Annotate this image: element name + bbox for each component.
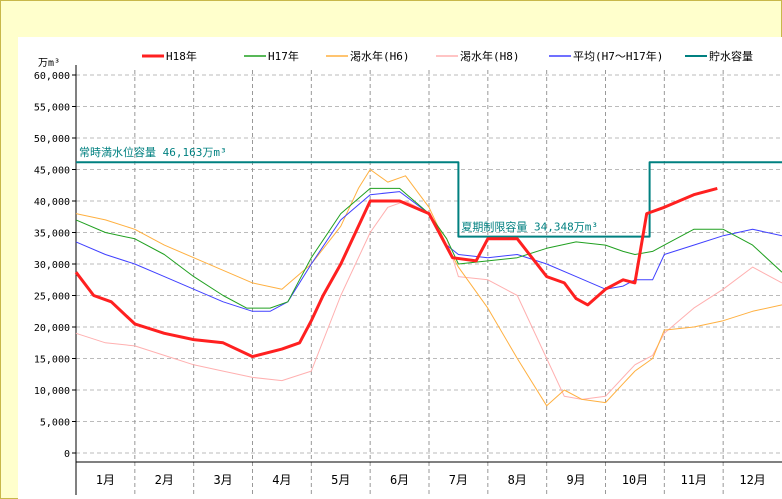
y-tick-label: 35,000	[34, 229, 70, 240]
y-axis-ticks: 0 5,000 10,000 15,000 20,000 25,000 30,000 35,0…	[34, 71, 76, 460]
month-label: 8月	[508, 473, 527, 487]
month-label: 1月	[96, 473, 115, 487]
legend: H18年 H17年 渇水年(H6) 渇水年(H8) 平均(H7～H17年) 貯水容量	[142, 49, 753, 63]
y-tick-label: 5,000	[40, 418, 70, 429]
month-label: 5月	[331, 473, 350, 487]
series-line-3	[75, 200, 782, 400]
series-line-0	[74, 186, 718, 359]
y-tick-label: 25,000	[34, 292, 70, 303]
annotations: 常時満水位容量 46,163万m³ 夏期制限容量 34,348万m³	[79, 145, 598, 233]
grid-lines	[75, 65, 782, 495]
y-tick-label: 20,000	[34, 323, 70, 334]
annotation-label: 夏期制限容量 34,348万m³	[461, 220, 598, 234]
legend-label: 渇水年(H8)	[460, 49, 520, 63]
month-label: 12月	[739, 473, 765, 487]
y-tick-label: 50,000	[34, 134, 70, 145]
month-label: 2月	[155, 473, 174, 487]
legend-label: 貯水容量	[709, 49, 753, 63]
month-label: 4月	[272, 473, 291, 487]
month-label: 9月	[566, 473, 585, 487]
series-line-5	[76, 161, 782, 238]
month-label: 7月	[449, 473, 468, 487]
month-axis: 1月 2月 3月 4月 5月 6月 7月 8月 9月 10月 11月 12月	[96, 473, 766, 487]
legend-label: 平均(H7～H17年)	[573, 49, 663, 63]
series-line-4	[75, 191, 782, 312]
legend-label: H18年	[166, 49, 197, 63]
y-tick-label: 30,000	[34, 260, 70, 271]
y-tick-label: 55,000	[34, 103, 70, 114]
month-label: 6月	[390, 473, 409, 487]
y-tick-label: 40,000	[34, 197, 70, 208]
month-label: 10月	[622, 473, 648, 487]
y-tick-label: 0	[64, 449, 70, 460]
series-line-1	[75, 187, 782, 309]
month-label: 3月	[213, 473, 232, 487]
legend-label: H17年	[268, 49, 299, 63]
series-lines	[74, 161, 782, 407]
legend-label: 渇水年(H6)	[350, 49, 410, 63]
y-tick-label: 10,000	[34, 386, 70, 397]
month-label: 11月	[681, 473, 707, 487]
annotation-label: 常時満水位容量 46,163万m³	[79, 145, 227, 159]
y-tick-label: 15,000	[34, 355, 70, 366]
y-tick-label: 60,000	[34, 71, 70, 82]
y-tick-label: 45,000	[34, 166, 70, 177]
y-axis-unit-label: 万m³	[38, 58, 60, 69]
